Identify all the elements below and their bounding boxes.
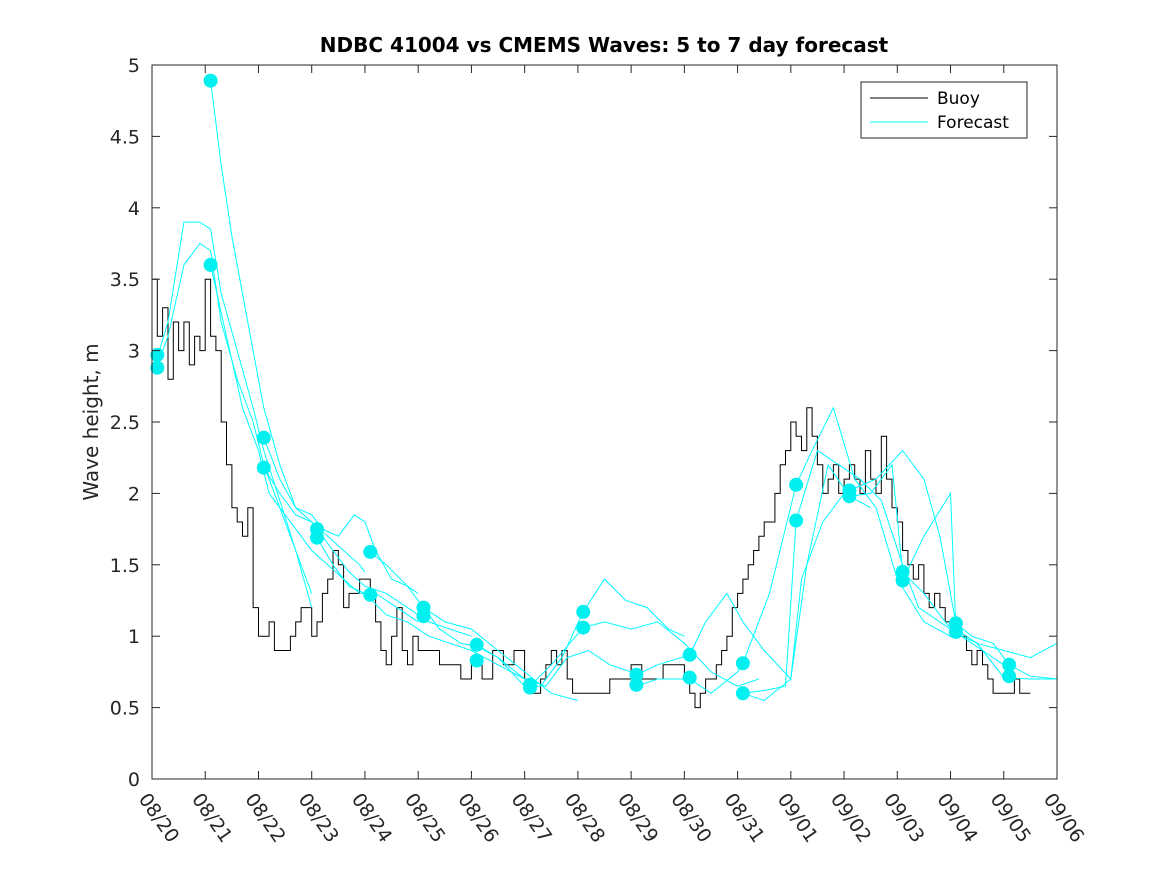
forecast-start-marker: [895, 573, 910, 588]
forecast-start-marker: [469, 653, 484, 668]
forecast-series-line-15: [742, 463, 1058, 702]
forecast-series-line-6: [263, 467, 472, 637]
forecast-start-marker: [735, 686, 750, 701]
y-tick-label: 2.5: [110, 412, 140, 434]
forecast-start-marker: [203, 257, 218, 272]
chart-title: NDBC 41004 vs CMEMS Waves: 5 to 7 day fo…: [320, 33, 889, 57]
y-tick-label: 3: [128, 341, 140, 363]
y-tick-label: 1.5: [110, 555, 140, 577]
forecast-start-marker: [256, 430, 271, 445]
forecast-series-line-3: [210, 80, 366, 573]
forecast-start-marker: [789, 477, 804, 492]
forecast-start-marker: [416, 609, 431, 624]
forecast-start-marker: [629, 677, 644, 692]
forecast-start-marker: [310, 530, 324, 545]
y-tick-label: 5: [128, 55, 140, 77]
forecast-start-marker: [629, 667, 644, 682]
legend-forecast-label: Forecast: [937, 113, 1009, 133]
legend-box: [860, 81, 1028, 139]
y-tick-label: 0: [128, 769, 140, 791]
forecast-series-line-9: [423, 607, 632, 687]
forecast-start-marker: [576, 604, 591, 619]
forecast-series-line-5: [263, 437, 419, 594]
forecast-start-marker: [1002, 657, 1017, 672]
forecast-series-line-8: [369, 551, 579, 701]
y-tick-label: 3.5: [110, 269, 140, 291]
y-tick-label: 4.5: [110, 126, 140, 148]
forecast-start-marker: [363, 544, 378, 559]
forecast-start-marker: [256, 460, 271, 475]
forecast-start-marker: [682, 647, 697, 662]
legend: Buoy Forecast: [860, 81, 1028, 139]
forecast-start-marker: [789, 513, 804, 528]
plot-area: [150, 65, 1058, 779]
forecast-series-line-17: [902, 491, 1057, 680]
forecast-start-marker: [203, 73, 218, 88]
forecast-start-marker: [150, 347, 165, 362]
forecast-start-marker: [735, 656, 750, 671]
forecast-start-marker: [1002, 669, 1017, 684]
forecast-start-marker: [523, 680, 537, 695]
forecast-start-marker: [363, 587, 378, 602]
y-tick-label: 2: [128, 483, 140, 505]
legend-buoy-label: Buoy: [937, 89, 980, 109]
y-tick-label: 4: [128, 198, 140, 220]
forecast-start-marker: [576, 620, 591, 635]
forecast-start-marker: [469, 637, 484, 652]
buoy-series-line: [152, 278, 1031, 709]
y-axis-label: Wave height, m: [79, 343, 103, 500]
axes-background: [152, 65, 1057, 779]
y-tick-label: 1: [128, 626, 140, 648]
forecast-start-marker: [682, 670, 697, 685]
forecast-start-marker: [948, 624, 963, 639]
forecast-series-line-2: [156, 221, 313, 608]
forecast-start-marker: [842, 489, 857, 504]
y-tick-label: 0.5: [110, 698, 140, 720]
forecast-start-marker: [150, 360, 165, 375]
forecast-series-line-11: [529, 621, 760, 687]
